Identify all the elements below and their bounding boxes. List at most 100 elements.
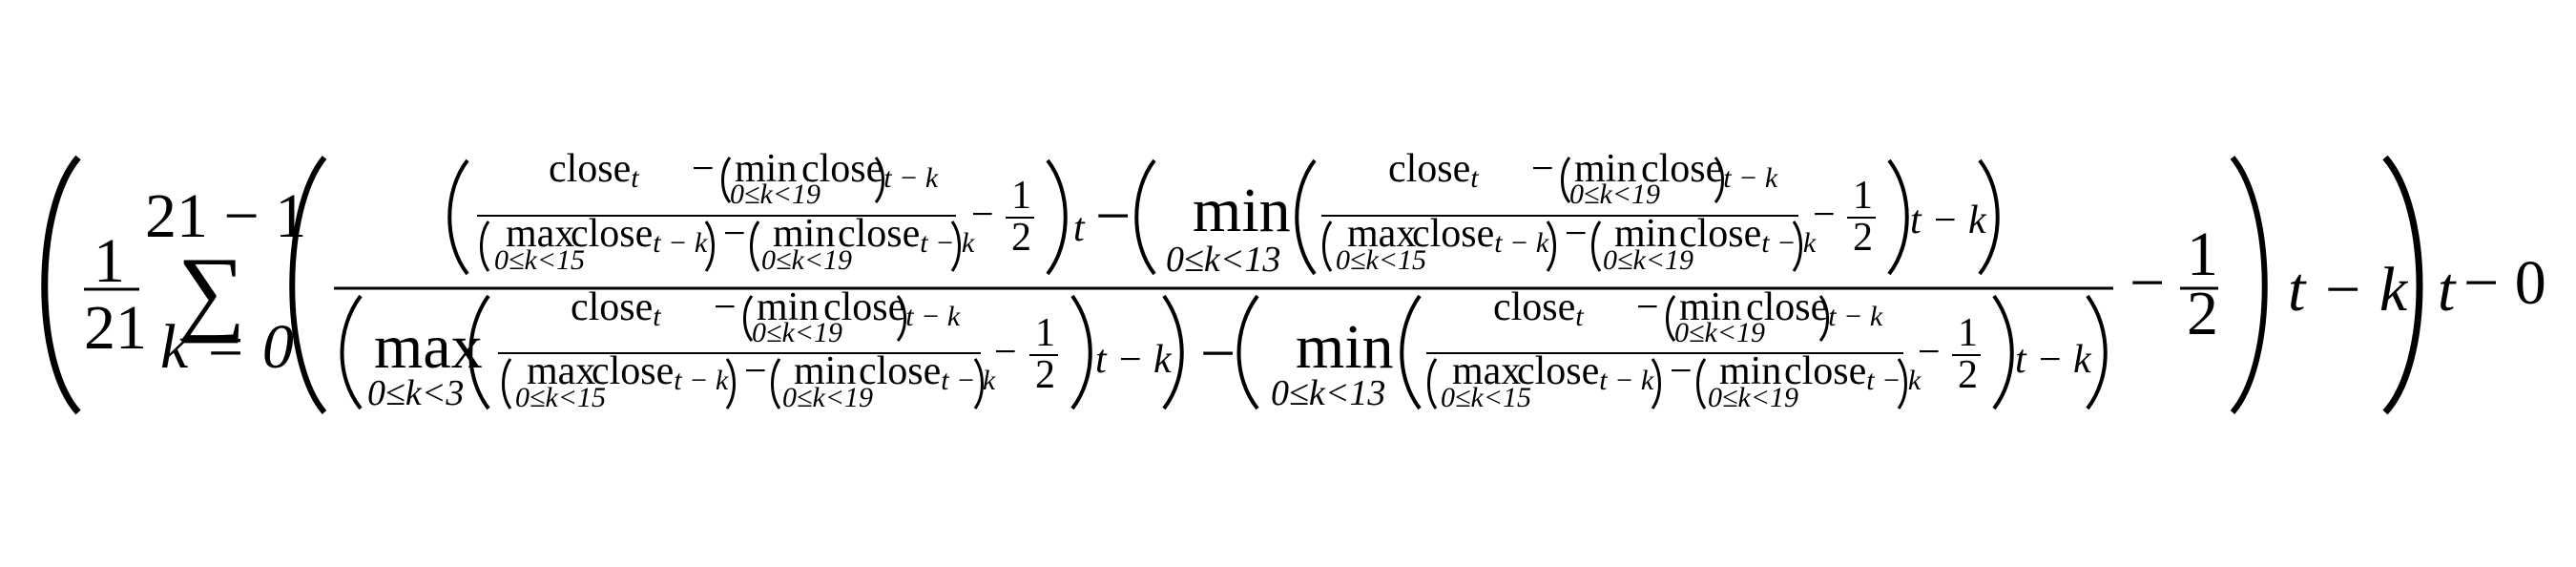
num-a-den-rp2 (950, 220, 961, 272)
outer-sub-t: t (2438, 255, 2457, 325)
tail-minus-zero: − 0 (2463, 248, 2546, 318)
num-b-den-lp1 (1322, 220, 1333, 272)
den-b-half-minus: − (1918, 330, 1941, 374)
num-b-min2: min (1574, 147, 1636, 191)
den-b-den-max-range: 0≤k<15 (1441, 382, 1531, 413)
num-a-sub-t: t (1073, 206, 1086, 250)
num-a-den-max: max (506, 212, 574, 256)
num-b-den-rp2 (1792, 220, 1802, 272)
num-b-minus: − (1531, 147, 1554, 191)
den-a-min2: min (757, 285, 819, 329)
num-b-inner-left-paren (1295, 158, 1317, 276)
num-b-den-min: min (1614, 212, 1676, 256)
num-a-close-t: closet (549, 147, 639, 194)
den-b-den-min-close: closet − k (1784, 349, 1922, 396)
den-b-den-max: max (1452, 349, 1521, 393)
den-a-den-max-range: 0≤k<15 (515, 382, 606, 413)
den-minus-middle: − (1200, 319, 1236, 388)
num-a-min-range: 0≤k<19 (730, 178, 821, 210)
num-a-den-lp2 (750, 220, 760, 272)
den-b-half-den: 2 (1958, 353, 1978, 397)
den-a-half-num: 1 (1035, 311, 1055, 355)
den-a-inner-left-paren (468, 294, 490, 410)
den-b-den-min-range: 0≤k<19 (1708, 382, 1798, 413)
den-a-den-lp2 (771, 358, 781, 410)
num-a-right-paren (1046, 158, 1068, 276)
den-b-minus: − (1636, 285, 1659, 329)
num-b-min2-close: closet − k (1641, 147, 1778, 194)
num-a-den-lp1 (480, 220, 490, 272)
num-b-den-max: max (1347, 212, 1416, 256)
num-a-half-minus: − (971, 193, 994, 237)
main-half-den: 2 (2187, 279, 2218, 348)
den-a-min2-range: 0≤k<19 (752, 317, 842, 348)
main-half-num: 1 (2187, 220, 2218, 289)
den-b-half-num: 1 (1958, 311, 1978, 355)
den-a-min-lp (743, 295, 754, 342)
num-b-close-t: closet (1388, 147, 1479, 194)
outer-left-paren (41, 155, 81, 415)
den-a-minus: − (714, 285, 737, 329)
den-a-max: max (374, 312, 483, 382)
den-b-sub-tk: t − k (2015, 338, 2092, 382)
den-a-left-paren (340, 294, 363, 410)
num-a-left-paren (447, 158, 469, 276)
den-a-den-max: max (527, 349, 595, 393)
den-b-inner-right-paren (1992, 294, 2014, 410)
num-b-min-lp (1561, 157, 1571, 203)
num-a-minus: − (692, 147, 715, 191)
den-b-den-lp1 (1427, 358, 1438, 410)
num-a-half-num: 1 (1011, 174, 1031, 218)
sum-symbol: ∑ (177, 238, 245, 344)
num-a-den-max-range: 0≤k<15 (494, 244, 585, 276)
den-b-close-t: closet (1493, 285, 1584, 332)
den-b-min-range: 0≤k<13 (1271, 373, 1385, 413)
num-a-den-rp1 (704, 220, 715, 272)
num-a-min-right-paren (874, 157, 884, 203)
den-a-den-rp1 (725, 358, 736, 410)
den-b-min: min (1296, 312, 1394, 382)
den-a-den-rp2 (973, 358, 984, 410)
num-a-den-max-close: closet − k (571, 212, 708, 259)
den-a-close-t: closet (571, 285, 661, 332)
num-b-min-range: 0≤k<13 (1166, 240, 1280, 280)
num-b-half-den: 2 (1853, 216, 1873, 260)
num-a-min-close: closet − k (801, 147, 939, 194)
den-a-half-minus: − (994, 330, 1017, 374)
den-a-den-min: min (794, 349, 856, 393)
den-a-min2-close: closet − k (823, 285, 961, 332)
den-a-den-lp1 (502, 358, 512, 410)
frac-1-numerator: 1 (93, 226, 125, 296)
den-b-den-lp2 (1696, 358, 1707, 410)
den-b-den-max-close: closet − k (1517, 349, 1654, 396)
main-half-minus: − (2129, 248, 2165, 318)
frac-21-denominator: 21 (84, 293, 147, 363)
num-b-den-max-close: closet − k (1412, 212, 1549, 259)
num-a-den-minus: − (723, 212, 746, 256)
num-a-min-left-paren (721, 157, 732, 203)
num-minus-middle: − (1095, 181, 1131, 251)
den-a-half-den: 2 (1035, 353, 1055, 397)
num-b-inner-right-paren (1887, 158, 1909, 276)
num-b-den-minus: − (1565, 212, 1588, 256)
num-a-min: min (735, 147, 797, 191)
num-a-den-min: min (773, 212, 835, 256)
num-b-min-rp (1714, 157, 1724, 203)
den-a-den-minus: − (744, 349, 767, 393)
inner-right-paren (2230, 156, 2268, 414)
num-a-half-den: 2 (1011, 216, 1031, 260)
num-b-min: min (1193, 176, 1291, 245)
sum-lower-limit: k = 0 (160, 312, 294, 382)
den-b-den-minus: − (1670, 349, 1693, 393)
den-b-right-paren (2086, 294, 2108, 410)
den-a-sub-tk: t − k (1095, 338, 1173, 382)
num-b-left-paren (1134, 158, 1156, 276)
outer-right-paren (2382, 155, 2423, 415)
inner-left-paren (289, 156, 327, 414)
den-b-min2: min (1679, 285, 1741, 329)
den-b-min-rp (1818, 295, 1829, 342)
num-b-sub-tk: t − k (1910, 199, 1987, 242)
num-b-half-num: 1 (1853, 174, 1873, 218)
den-b-min2-range: 0≤k<19 (1674, 317, 1765, 348)
